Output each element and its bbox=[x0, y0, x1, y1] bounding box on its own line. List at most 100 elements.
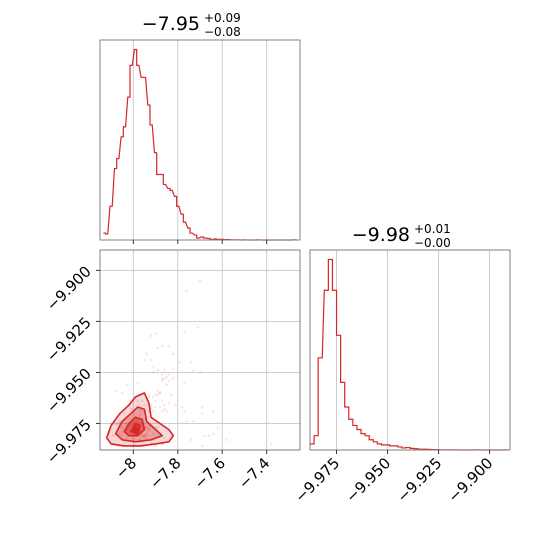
histogram-1-outline bbox=[103, 48, 297, 241]
scatter-point-207 bbox=[196, 326, 200, 329]
scatter-point-77 bbox=[145, 434, 148, 438]
scatter-point-171 bbox=[172, 367, 175, 370]
scatter-point-204 bbox=[203, 434, 206, 438]
scatter-point-157 bbox=[149, 405, 153, 409]
density-y-tick-label-0: −9.900 bbox=[43, 263, 95, 315]
scatter-point-38 bbox=[140, 434, 144, 438]
scatter-point-189 bbox=[163, 369, 166, 372]
scatter-point-122 bbox=[154, 444, 157, 448]
scatter-point-1 bbox=[138, 414, 142, 417]
scatter-point-103 bbox=[123, 440, 126, 444]
scatter-point-156 bbox=[147, 393, 151, 397]
scatter-point-196 bbox=[172, 377, 175, 380]
scatter-point-145 bbox=[138, 414, 142, 417]
scatter-point-149 bbox=[160, 379, 164, 382]
scatter-point-164 bbox=[152, 409, 155, 413]
scatter-point-17 bbox=[116, 422, 120, 425]
scatter-point-158 bbox=[185, 420, 188, 423]
density-x-tick-label-3: −7.4 bbox=[235, 454, 273, 492]
scatter-point-202 bbox=[185, 289, 188, 293]
title-param-1: −7.95 bbox=[142, 13, 200, 35]
scatter-point-184 bbox=[165, 383, 168, 386]
scatter-point-205 bbox=[189, 360, 193, 364]
scatter-point-185 bbox=[156, 369, 160, 372]
scatter-point-206 bbox=[207, 434, 211, 438]
scatter-point-212 bbox=[192, 369, 195, 372]
histogram-2-grid bbox=[336, 250, 491, 450]
title-param-1-upper: +0.09 bbox=[204, 11, 241, 25]
scatter-point-173 bbox=[154, 405, 157, 409]
scatter-point-210 bbox=[269, 442, 273, 446]
scatter-point-100 bbox=[116, 424, 120, 427]
scatter-point-165 bbox=[156, 389, 160, 393]
scatter-point-178 bbox=[172, 352, 175, 356]
scatter-point-27 bbox=[136, 381, 140, 384]
scatter-point-64 bbox=[125, 436, 128, 440]
density-contours bbox=[105, 392, 175, 447]
scatter-point-191 bbox=[143, 403, 146, 407]
scatter-point-140 bbox=[120, 430, 124, 433]
scatter-point-177 bbox=[152, 365, 155, 368]
scatter-point-168 bbox=[160, 377, 164, 380]
scatter-point-192 bbox=[125, 383, 128, 386]
scatter-point-144 bbox=[149, 403, 153, 407]
histogram-2-x-tick-label-1: −9.950 bbox=[342, 454, 394, 506]
scatter-point-188 bbox=[145, 352, 148, 356]
scatter-point-58 bbox=[143, 434, 146, 438]
scatter-point-174 bbox=[149, 358, 153, 362]
density-x-ticks: −8 −7.8 −7.6 −7.4 bbox=[112, 450, 273, 493]
scatter-point-50 bbox=[125, 422, 128, 425]
density-peak-marker bbox=[132, 426, 139, 433]
histogram-panel-param-2: −9.98 +0.01 −0.00 −9.975 −9.950 −9.925 −9.9… bbox=[291, 222, 511, 506]
scatter-point-163 bbox=[158, 405, 162, 409]
scatter-point-211 bbox=[183, 409, 186, 413]
histogram-2-x-tick-label-2: −9.925 bbox=[393, 454, 445, 506]
scatter-point-203 bbox=[198, 371, 202, 374]
scatter-point-152 bbox=[152, 371, 155, 374]
density-y-tick-label-3: −9.975 bbox=[43, 416, 95, 468]
scatter-point-198 bbox=[225, 438, 228, 442]
scatter-point-24 bbox=[163, 407, 166, 411]
scatter-point-179 bbox=[167, 379, 171, 382]
scatter-point-147 bbox=[163, 403, 166, 407]
scatter-point-172 bbox=[154, 332, 157, 335]
density-panel-2d: −8 −7.8 −7.6 −7.4 −9.900−9.925−9.950−9.975 bbox=[43, 249, 301, 493]
scatter-point-160 bbox=[149, 334, 153, 338]
scatter-point-209 bbox=[200, 444, 204, 448]
density-x-tick-label-1: −7.8 bbox=[146, 454, 184, 492]
scatter-point-20 bbox=[114, 389, 117, 393]
scatter-point-105 bbox=[145, 426, 148, 429]
title-param-2-upper: +0.01 bbox=[414, 222, 451, 236]
scatter-point-28 bbox=[156, 426, 160, 429]
scatter-point-166 bbox=[167, 373, 171, 376]
scatter-point-39 bbox=[167, 424, 171, 427]
scatter-point-183 bbox=[160, 373, 164, 376]
scatter-point-175 bbox=[156, 346, 160, 350]
scatter-point-85 bbox=[112, 434, 115, 438]
scatter-point-93 bbox=[114, 422, 117, 425]
scatter-point-18 bbox=[147, 428, 151, 431]
scatter-point-199 bbox=[183, 330, 186, 333]
scatter-point-15 bbox=[140, 434, 144, 438]
density-y-ticks: −9.900−9.925−9.950−9.975 bbox=[43, 263, 100, 468]
scatter-point-121 bbox=[143, 436, 146, 440]
scatter-point-215 bbox=[200, 405, 204, 409]
scatter-point-182 bbox=[183, 381, 186, 384]
scatter-point-25 bbox=[123, 411, 126, 415]
scatter-point-161 bbox=[120, 391, 124, 395]
scatter-point-9 bbox=[154, 393, 157, 397]
density-frame bbox=[99, 249, 301, 451]
scatter-point-66 bbox=[152, 432, 155, 435]
scatter-point-200 bbox=[200, 411, 204, 415]
density-x-tick-label-0: −8 bbox=[112, 454, 140, 482]
scatter-point-190 bbox=[156, 393, 160, 397]
scatter-point-68 bbox=[140, 399, 144, 403]
scatter-point-89 bbox=[145, 432, 148, 435]
density-y-tick-label-1: −9.925 bbox=[43, 314, 95, 366]
scatter-point-169 bbox=[160, 399, 164, 403]
scatter-point-127 bbox=[147, 428, 151, 431]
scatter-point-201 bbox=[216, 426, 220, 429]
histogram-2-x-tick-label-3: −9.900 bbox=[444, 454, 496, 506]
scatter-point-137 bbox=[132, 438, 135, 442]
scatter-point-94 bbox=[163, 436, 166, 440]
